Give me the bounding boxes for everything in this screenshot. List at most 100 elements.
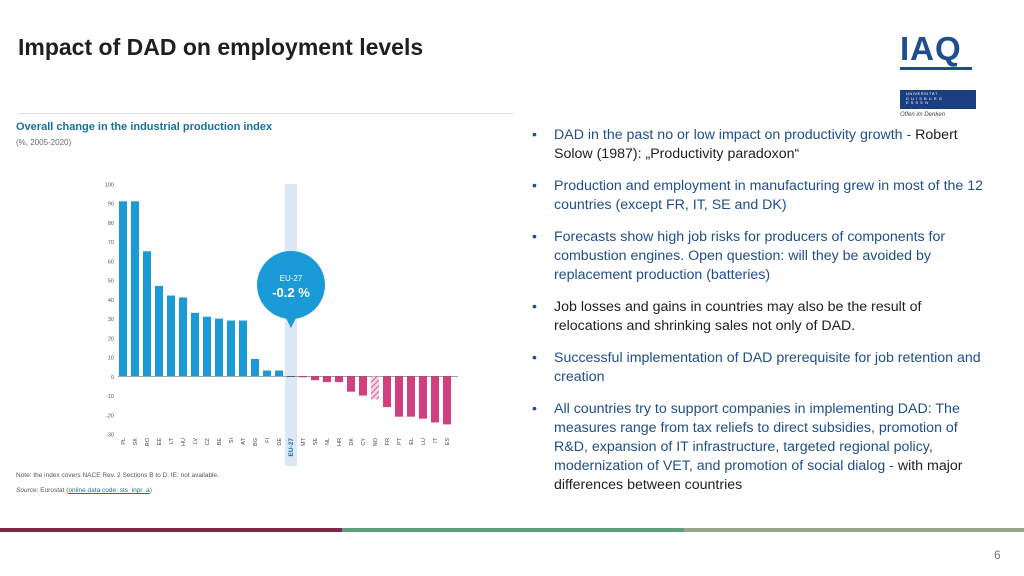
y-tick-label: 10 [108, 356, 114, 362]
x-tick-label: LT [169, 437, 175, 444]
y-tick-label: -10 [106, 394, 114, 400]
bar-sk [131, 201, 139, 377]
bullet-text: Job losses and gains in countries may al… [554, 299, 922, 334]
x-tick-label: PL [121, 438, 127, 445]
bar-pl [119, 201, 127, 377]
bar-no [371, 376, 379, 400]
x-tick-label: FI [265, 438, 271, 443]
bullet-list: • DAD in the past no or low impact on pro… [532, 126, 987, 508]
bullet-dot: • [532, 350, 537, 366]
y-tick-label: 80 [108, 221, 114, 227]
footer-bar [0, 528, 1024, 532]
y-tick-label: 20 [108, 336, 114, 342]
bar-pt [395, 376, 403, 417]
bullet-text-dark: Robert Solow (1987): „Productivity parad… [554, 127, 958, 162]
bar-it [431, 376, 439, 423]
bullet-text: Successful implementation of DAD prerequ… [554, 350, 981, 385]
bar-ee [155, 285, 163, 377]
x-tick-label: DE [277, 438, 283, 446]
x-tick-label: NO [373, 437, 379, 446]
bar-ro [143, 251, 151, 377]
bar-hu [179, 297, 187, 377]
x-tick-label: PT [397, 437, 403, 445]
bullet-item: • Forecasts show high job risks for produ… [532, 228, 987, 285]
bullet-dot: • [532, 127, 537, 143]
eu27-callout-value: -0.2 % [272, 285, 310, 300]
university-logo-text: UNIVERSITÄT D U I S B U R G E S S E N [906, 91, 943, 105]
bar-cy [359, 376, 367, 396]
bar-mt [299, 376, 307, 378]
bar-fr [383, 376, 391, 408]
y-tick-label: 100 [105, 183, 114, 189]
x-tick-label: SK [133, 438, 139, 446]
y-tick-label: 50 [108, 279, 114, 285]
footer-segment [342, 528, 684, 532]
x-tick-label: BG [253, 438, 259, 446]
bar-se [311, 376, 319, 381]
x-tick-label: NL [325, 438, 331, 445]
bar-eu-27 [287, 376, 295, 377]
eu27-callout-label: EU-27 [280, 274, 303, 283]
source-text: Eurostat ( [38, 487, 69, 494]
footer-segment [0, 528, 342, 532]
iaq-logo: IAQ UNIVERSITÄT D U I S B U R G E S S E … [896, 30, 980, 126]
bar-bg [251, 359, 259, 377]
chart-source: Source: Eurostat (online data code: sts_… [16, 487, 152, 494]
x-tick-label: AT [241, 437, 247, 444]
bullet-text: Forecasts show high job risks for produc… [554, 229, 946, 283]
university-logo: UNIVERSITÄT D U I S B U R G E S S E N [900, 90, 976, 109]
eu27-callout-bubble [257, 251, 325, 319]
logo-tagline: Offen im Denken [900, 112, 946, 118]
bar-lt [167, 295, 175, 377]
bar-es [443, 376, 451, 425]
bullet-text: DAD in the past no or low impact on prod… [554, 127, 916, 143]
slide-title: Impact of DAD on employment levels [18, 34, 424, 60]
bar-dk [347, 376, 355, 392]
x-tick-label: MT [301, 437, 307, 446]
x-tick-label: EE [157, 438, 163, 446]
bar-be [215, 318, 223, 377]
chart-title: Overall change in the industrial product… [16, 121, 273, 133]
bullet-item: • Job losses and gains in countries may a… [532, 298, 987, 336]
bullet-dot: • [532, 401, 537, 417]
x-tick-label: HR [337, 438, 343, 446]
y-tick-label: -30 [106, 433, 114, 439]
bullet-text-dark: with major differences between countries [554, 458, 963, 493]
x-tick-label: HU [181, 438, 187, 446]
bullet-dot: • [532, 229, 537, 245]
x-tick-label: IT [433, 437, 439, 443]
bar-at [239, 320, 247, 377]
chart-note: Note: the index covers NACE Rev. 2 Secti… [16, 472, 219, 479]
y-tick-label: 30 [108, 317, 114, 323]
x-tick-label: ES [445, 438, 451, 446]
bar-lu [419, 376, 427, 419]
bullet-text: Production and employment in manufacturi… [554, 178, 984, 213]
x-tick-label: DK [349, 438, 355, 446]
y-tick-label: -20 [106, 413, 114, 419]
x-tick-label: CY [361, 438, 367, 446]
source-suffix: ) [149, 487, 152, 494]
y-tick-label: 70 [108, 240, 114, 246]
bar-nl [323, 376, 331, 383]
x-tick-label: EL [409, 438, 415, 445]
bullet-item: • Successful implementation of DAD prereq… [532, 349, 987, 387]
chart-subtitle: (%, 2005-2020) [16, 138, 72, 147]
x-tick-label: SE [313, 438, 319, 446]
page-number: 6 [994, 548, 1001, 562]
bullet-dot: • [532, 178, 537, 194]
y-tick-label: 0 [111, 375, 114, 381]
x-tick-label: EU-27 [288, 438, 295, 457]
logo-wordmark: IAQ [900, 30, 962, 67]
x-tick-label: SI [229, 438, 235, 444]
source-link[interactable]: online data code: sts_inpr_a [68, 487, 150, 494]
y-tick-label: 40 [108, 298, 114, 304]
bar-lv [191, 312, 199, 377]
y-tick-label: 60 [108, 259, 114, 265]
chart-divider [18, 113, 513, 114]
bar-de [275, 370, 283, 377]
bar-cz [203, 316, 211, 377]
bar-hr [335, 376, 343, 383]
bullet-item: • DAD in the past no or low impact on pro… [532, 126, 987, 164]
logo-underline [900, 67, 972, 70]
